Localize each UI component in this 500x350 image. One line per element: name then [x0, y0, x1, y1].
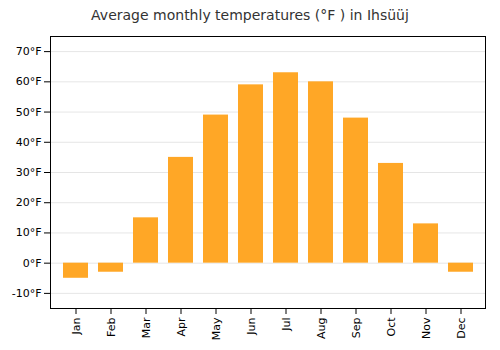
- svg-text:Jan: Jan: [70, 317, 83, 335]
- svg-text:May: May: [210, 317, 223, 340]
- svg-text:Aug: Aug: [315, 318, 328, 339]
- svg-text:40°F: 40°F: [16, 136, 42, 149]
- svg-text:10°F: 10°F: [16, 226, 42, 239]
- svg-text:50°F: 50°F: [16, 106, 42, 119]
- svg-text:Oct: Oct: [385, 317, 398, 337]
- svg-text:Dec: Dec: [455, 318, 468, 339]
- svg-text:Mar: Mar: [140, 317, 153, 338]
- svg-text:70°F: 70°F: [16, 45, 42, 58]
- svg-text:60°F: 60°F: [16, 75, 42, 88]
- svg-text:Jun: Jun: [245, 317, 258, 335]
- svg-text:30°F: 30°F: [16, 166, 42, 179]
- svg-text:20°F: 20°F: [16, 196, 42, 209]
- svg-text:Sep: Sep: [350, 317, 363, 338]
- svg-text:Nov: Nov: [420, 317, 433, 339]
- svg-text:Feb: Feb: [105, 317, 118, 336]
- html-text:Average monthly temperatures (: Average monthly temperatures (°F ) in Ih…: [91, 7, 409, 23]
- svg-text:Apr: Apr: [175, 317, 188, 337]
- svg-text:Jul: Jul: [280, 318, 293, 332]
- svg-text:-10°F: -10°F: [12, 287, 42, 300]
- svg-text:0°F: 0°F: [23, 257, 42, 270]
